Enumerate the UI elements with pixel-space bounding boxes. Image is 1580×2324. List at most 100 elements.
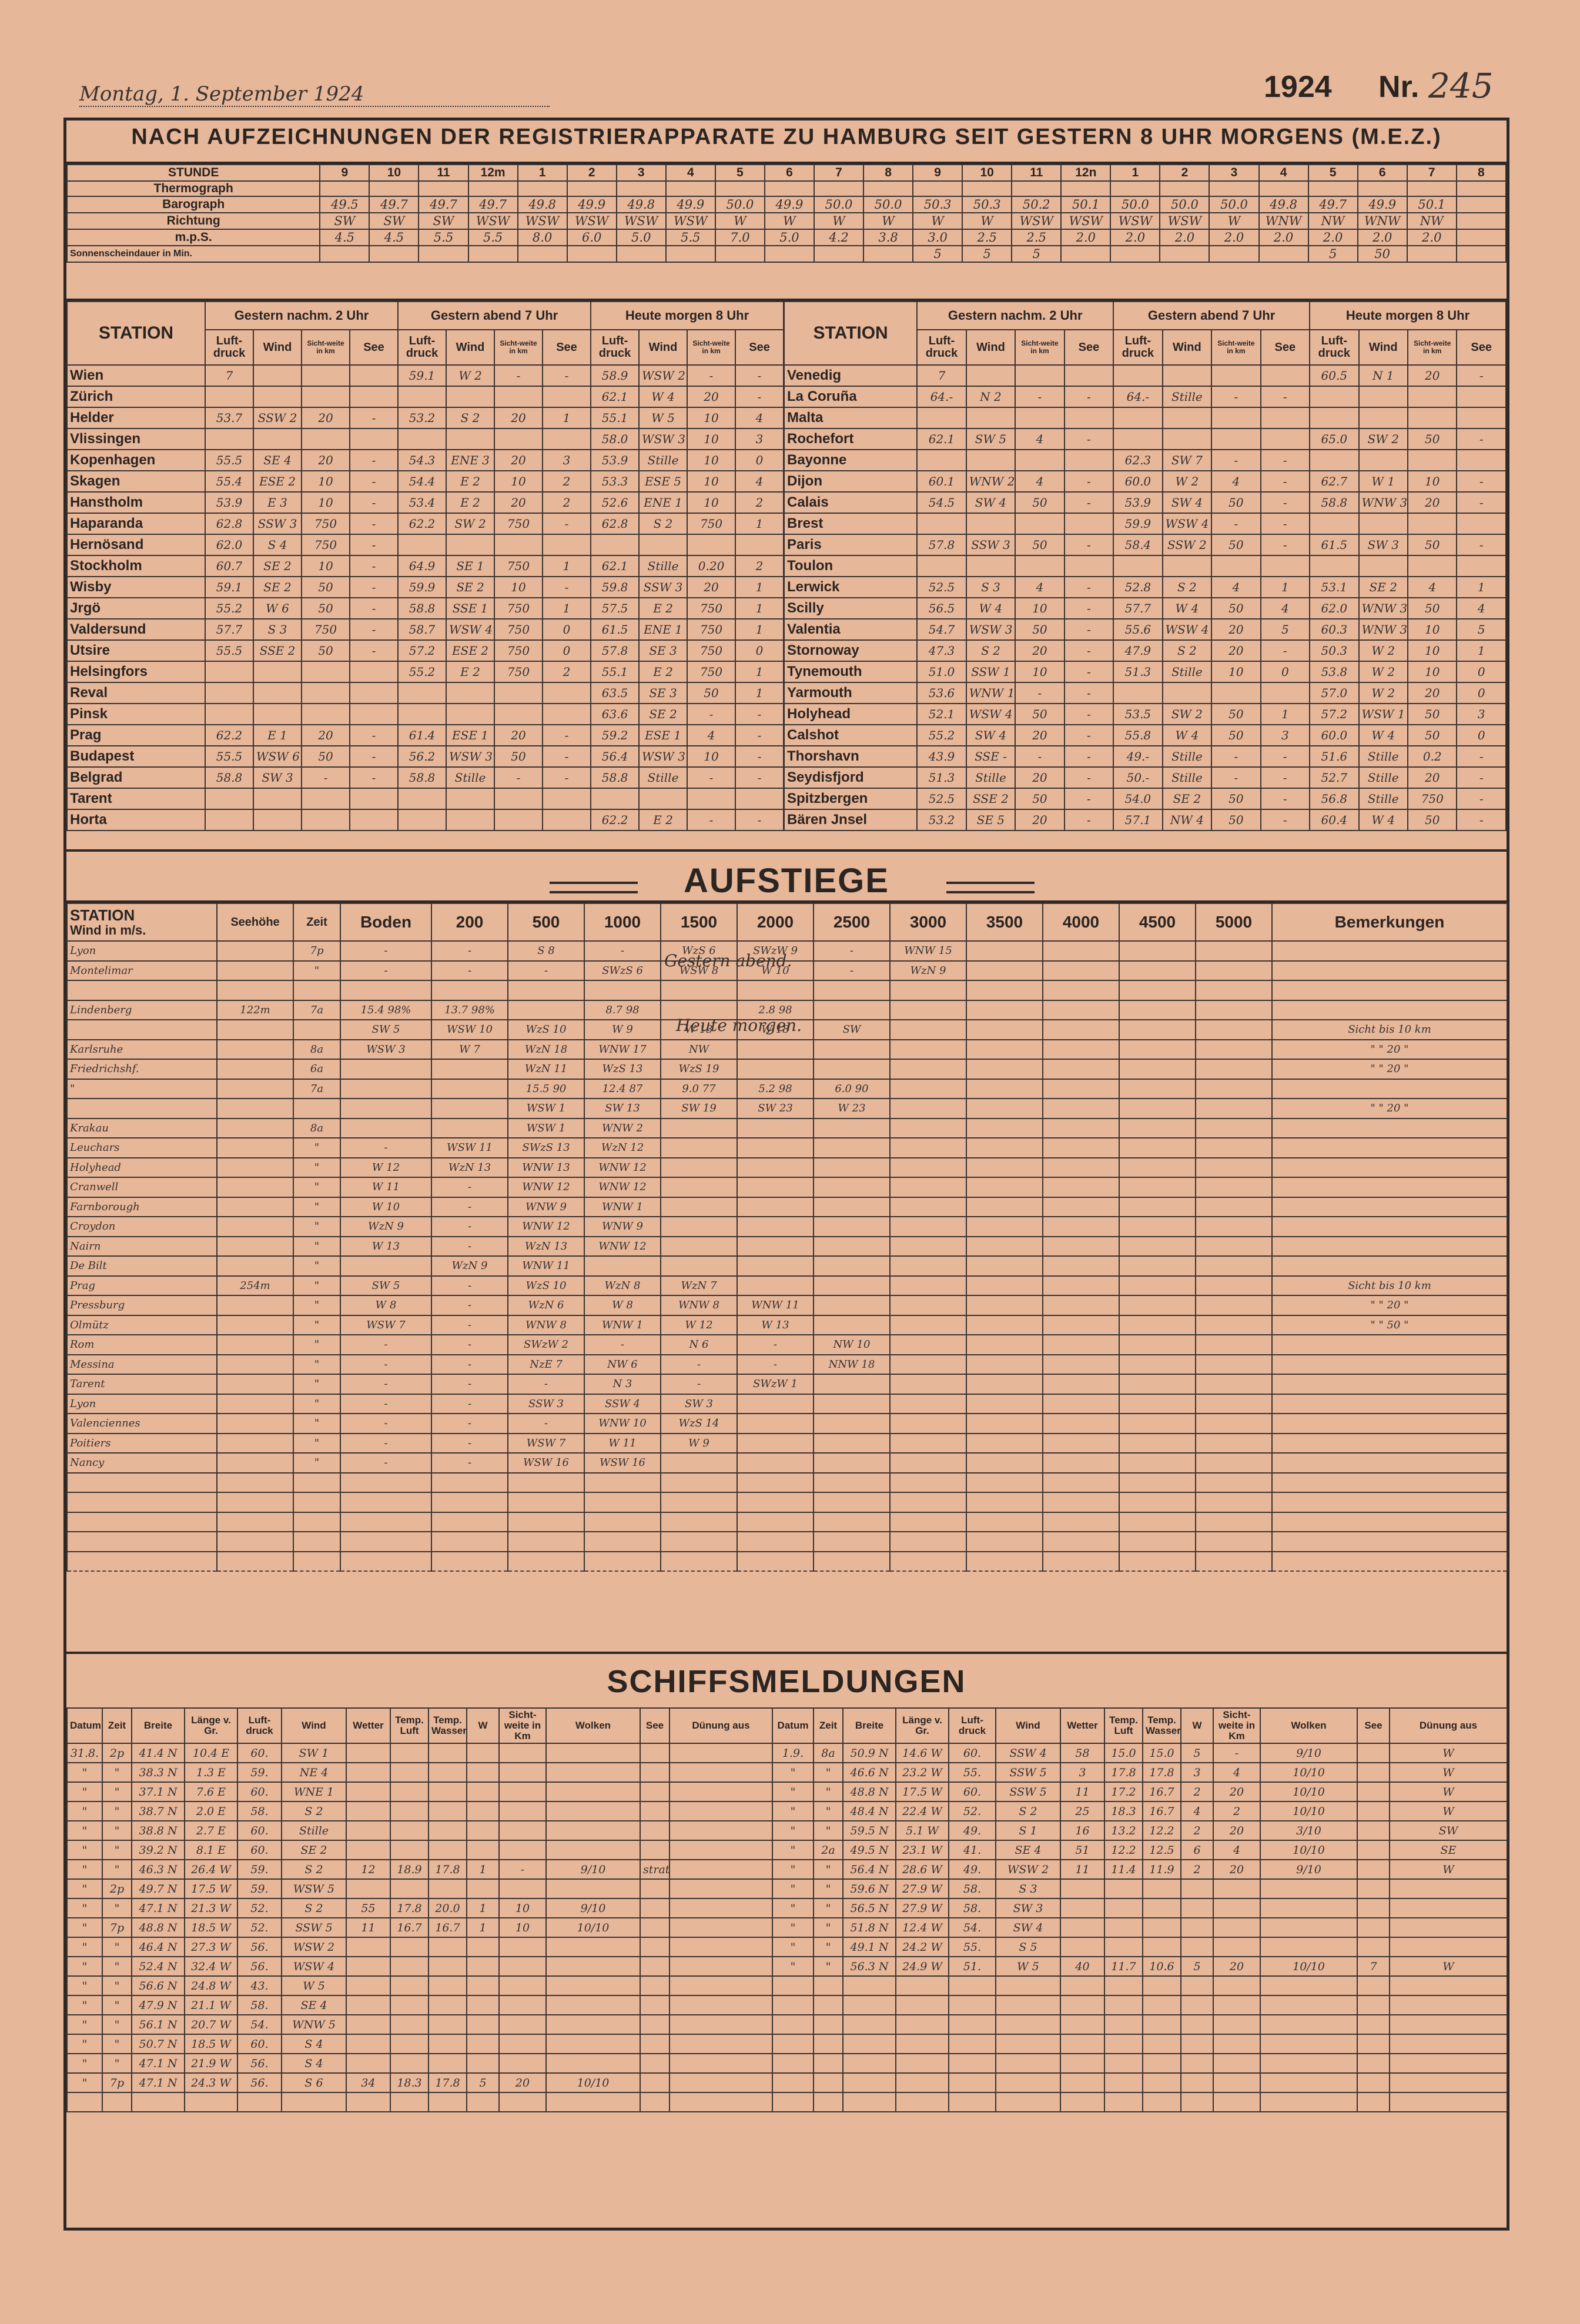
station-row: Hanstholm 53.9 E 3 10-53.4 E 2 20 2 52.6 ENE 1 10…	[66, 491, 785, 514]
station-cell: 50	[1211, 809, 1261, 831]
station-row: Budapest 55.5 WSW 6 50-56.2 WSW 3 50-56.4 WSW …	[66, 745, 785, 768]
schiff-cell: "	[813, 1781, 843, 1802]
station-cell	[397, 809, 447, 831]
aufstiege-cell	[966, 1137, 1043, 1158]
schiff-col-header: W	[1180, 1707, 1214, 1744]
schiff-col-header: Sicht-weite in Km	[1213, 1707, 1261, 1744]
schiff-cell	[498, 1820, 547, 1841]
schiff-cell	[772, 2034, 814, 2054]
aufstiege-cell: -	[431, 960, 508, 981]
aufstiege-cell	[813, 1196, 891, 1217]
station-cell: 55.5	[205, 745, 254, 768]
group-header: Gestern abend 7 Uhr	[1113, 301, 1311, 330]
schiff-cell	[1104, 1995, 1143, 2015]
station-cell: WSW 4	[446, 618, 496, 641]
station-cell: -	[542, 745, 592, 768]
aufstiege-cell: -	[660, 1354, 738, 1375]
aufstiege-cell	[889, 1374, 967, 1395]
station-cell: 20	[687, 576, 737, 598]
station-cell: 50	[494, 745, 544, 768]
schiff-cell: -	[498, 1859, 547, 1880]
schiff-row: " " 56.5 N 27.9 W 58. SW 3	[772, 1898, 1508, 1918]
aufstiege-cell	[216, 1511, 294, 1532]
station-cell	[494, 703, 544, 725]
aufstiege-cell	[966, 1492, 1043, 1513]
registration-title: NACH AUFZEICHNUNGEN DER REGISTRIERAPPARA…	[131, 125, 1442, 149]
schiff-cell	[1213, 1917, 1261, 1938]
station-cell: 750	[1407, 788, 1458, 810]
aufstiege-cell	[966, 1374, 1043, 1395]
aufstiege-cell	[431, 1472, 508, 1493]
schiff-cell	[346, 2053, 391, 2074]
schiff-cell	[346, 1995, 391, 2015]
aufstiege-cell	[966, 1196, 1043, 1217]
station-cell	[916, 449, 967, 471]
station-cell: S 3	[965, 576, 1016, 598]
station-cell	[1161, 428, 1213, 450]
aufstiege-cell	[813, 1413, 891, 1434]
schiff-row: " 2p 49.7 N 17.5 W 59. WSW 5	[66, 1878, 773, 1899]
schiff-cell: SW 3	[995, 1898, 1061, 1918]
registration-cell	[418, 180, 469, 197]
schiff-cell: 60.	[948, 1743, 996, 1763]
station-cell: -	[349, 534, 399, 556]
schiff-cell	[1180, 2034, 1214, 2054]
schiff-cell: 18.5 W	[184, 2034, 238, 2054]
schiff-cell: 27.3 W	[184, 1937, 238, 1957]
schiff-cell	[390, 1801, 429, 1821]
schiff-cell: "	[66, 1762, 103, 1783]
sub-header: Sicht-weite in km	[687, 329, 737, 366]
station-cell: -	[735, 364, 785, 387]
schiff-cell: 16.7	[390, 1917, 429, 1938]
station-cell	[1407, 555, 1458, 577]
schiff-cell: 2a	[813, 1840, 843, 1860]
schiff-cell	[669, 1937, 773, 1957]
station-cell: -	[349, 555, 399, 577]
schiff-cell	[995, 2014, 1061, 2035]
registration-row-sonne: Sonnenscheindauer in Min. 5 5 5 5 50	[66, 245, 1507, 263]
schiff-cell: 46.3 N	[131, 1859, 185, 1880]
schiff-cell	[1142, 2034, 1181, 2054]
registration-cell: 7.0	[714, 229, 765, 246]
aufstiege-cell	[1042, 1531, 1120, 1552]
schiff-cell: 11.7	[1104, 1956, 1143, 1977]
station-cell: W 1	[1358, 470, 1408, 493]
station-cell: 54.0	[1113, 788, 1163, 810]
registration-cell: 10	[962, 164, 1013, 182]
schiff-cell	[842, 1995, 896, 2015]
schiff-cell: W 5	[281, 1975, 347, 1996]
aufstiege-cell	[216, 1551, 294, 1572]
aufstiege-cell: -	[340, 1432, 432, 1454]
aufstiege-cell	[889, 1177, 967, 1198]
aufstiege-station: Lyon	[66, 940, 217, 962]
station-cell	[494, 682, 544, 704]
aufstiege-cell: -	[431, 940, 508, 962]
station-cell	[1063, 513, 1114, 535]
aufstiege-cell	[584, 1472, 661, 1493]
registration-label-thermo: Thermograph	[66, 180, 321, 197]
station-cell	[446, 809, 496, 831]
station-cell: E 1	[253, 724, 302, 746]
schiff-empty-row	[772, 2092, 1508, 2112]
station-name: Hernösand	[66, 534, 206, 556]
schiff-cell	[1357, 1781, 1390, 1802]
aufstiege-cell: WNW 8	[507, 1314, 585, 1335]
aufstiege-cell	[889, 1235, 967, 1257]
aufstiege-station: Nairn	[66, 1235, 217, 1257]
aufstiege-cell	[813, 1255, 891, 1277]
registration-cell: 1	[1110, 164, 1161, 182]
schiff-cell	[1389, 1898, 1508, 1918]
aufstiege-cell	[966, 1295, 1043, 1316]
station-cell: WNW 2	[965, 470, 1016, 493]
schiff-cell	[1104, 1878, 1143, 1899]
schiff-cell	[545, 1762, 641, 1783]
station-cell: 57.0	[1309, 682, 1360, 704]
aufstiege-cell	[216, 1334, 294, 1355]
sub-header: Wind	[253, 329, 302, 366]
schiff-cell: SW 1	[281, 1743, 347, 1763]
schiff-cell: 6	[1180, 1840, 1214, 1860]
schiff-cell	[1060, 1975, 1105, 1996]
aufstiege-cell	[584, 980, 661, 1001]
aufstiege-cell	[340, 980, 432, 1001]
